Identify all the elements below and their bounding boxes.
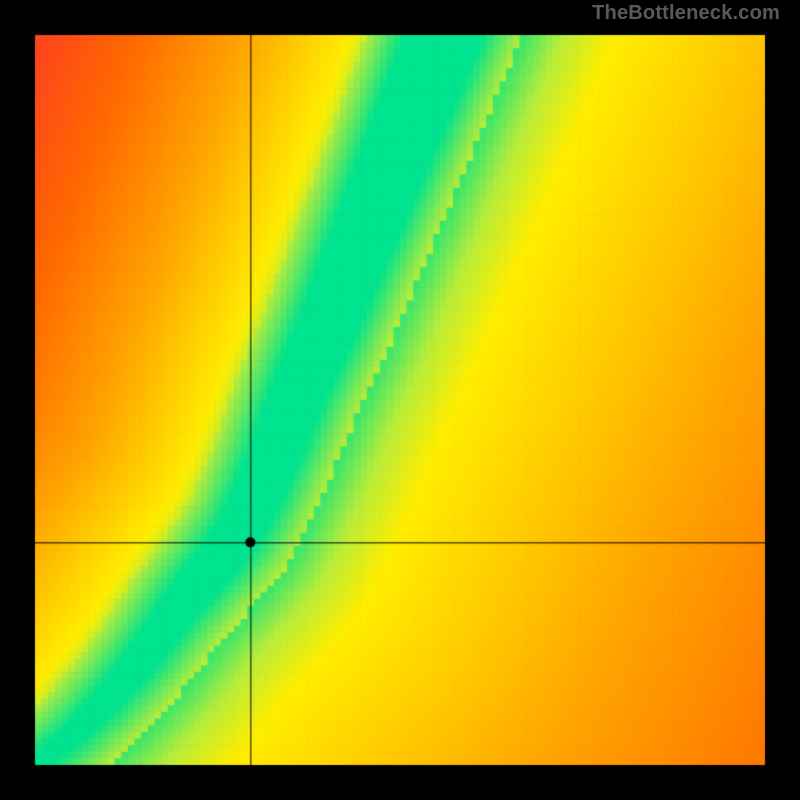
bottleneck-heatmap-canvas: [0, 0, 800, 800]
bottleneck-heatmap-container: TheBottleneck.com: [0, 0, 800, 800]
watermark-text: TheBottleneck.com: [592, 2, 780, 25]
